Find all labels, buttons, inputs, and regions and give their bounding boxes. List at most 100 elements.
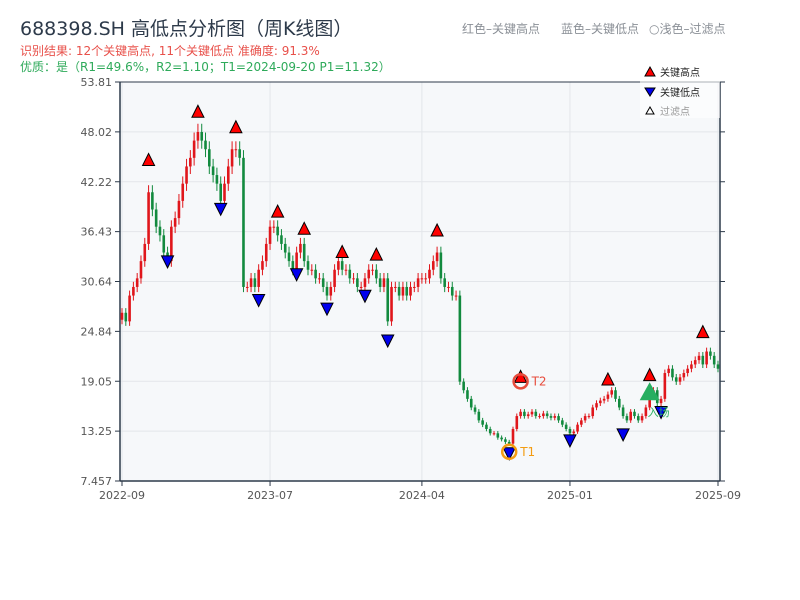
- candle-body: [576, 424, 579, 432]
- candle-body: [295, 252, 298, 270]
- candle-body: [447, 286, 450, 288]
- candle-body: [595, 403, 598, 408]
- legend-red-high: 红色–关键高点: [462, 22, 541, 36]
- candle-body: [185, 166, 188, 184]
- candle-body: [143, 243, 147, 262]
- candle-body: [386, 278, 390, 322]
- candle-body: [310, 269, 314, 271]
- candle-body: [245, 286, 249, 288]
- key-low-marker: [358, 289, 372, 304]
- candle-body: [602, 398, 606, 401]
- x-tick-label: 2025-09: [695, 489, 741, 502]
- candle-body: [409, 286, 412, 296]
- candle-body: [234, 149, 238, 151]
- candle-body: [128, 295, 131, 322]
- candle-body: [443, 278, 446, 287]
- t2-label: T2: [531, 374, 547, 388]
- key-low-marker: [563, 434, 577, 448]
- candle-body: [318, 278, 321, 280]
- quality-summary: 优质：是（R1=49.6%，R2=1.10；T1=2024-09-20 P1=1…: [20, 60, 391, 74]
- y-tick-label: 42.22: [81, 176, 113, 189]
- candle-body: [139, 261, 143, 279]
- candle-body: [659, 398, 663, 404]
- candle-body: [200, 132, 204, 141]
- candle-body: [564, 424, 568, 429]
- key-high-marker: [229, 119, 243, 134]
- candle-body: [485, 424, 488, 429]
- candle-body: [223, 183, 226, 201]
- candle-body: [204, 140, 207, 150]
- candle-body: [333, 269, 336, 287]
- chart-title: 688398.SH 高低点分析图（周K线图）: [20, 18, 353, 40]
- candle-body: [299, 243, 302, 253]
- key-high-marker: [335, 244, 349, 259]
- candle-body: [621, 407, 625, 417]
- candle-body: [424, 278, 427, 280]
- candle-body: [488, 428, 492, 434]
- candle-body: [557, 416, 560, 421]
- x-tick-label: 2023-07: [247, 489, 293, 502]
- t1-label: T1: [519, 445, 535, 459]
- y-tick-label: 13.25: [81, 425, 113, 438]
- candle-body: [431, 261, 435, 270]
- candle-body: [413, 286, 416, 288]
- candle-body: [580, 420, 583, 425]
- candle-body: [644, 407, 648, 417]
- candle-body: [511, 428, 515, 444]
- candle-body: [435, 252, 439, 262]
- candle-body: [678, 377, 682, 382]
- candle-body: [587, 416, 591, 418]
- candle-body: [496, 433, 500, 438]
- candle-body: [177, 200, 181, 219]
- candle-body: [272, 226, 276, 228]
- candle-body: [242, 157, 245, 287]
- candle-body: [151, 192, 154, 210]
- candle-body: [671, 368, 674, 378]
- candle-body: [686, 368, 689, 374]
- candle-body: [196, 132, 200, 141]
- legend-low-icon: [644, 87, 656, 97]
- candle-body: [701, 355, 705, 365]
- candle-body: [697, 355, 701, 361]
- candle-body: [568, 428, 572, 434]
- y-tick-label: 48.02: [81, 126, 113, 139]
- candle-body: [519, 411, 522, 417]
- candle-body: [712, 355, 716, 365]
- candle-body: [507, 441, 511, 444]
- key-high-marker: [270, 203, 285, 218]
- candle-body: [473, 407, 477, 412]
- candle-body: [705, 351, 708, 365]
- candle-body: [132, 286, 135, 296]
- candle-body: [648, 394, 651, 408]
- candle-body: [561, 420, 564, 425]
- candle-body: [261, 261, 264, 270]
- candle-body: [215, 175, 219, 184]
- key-low-marker: [320, 302, 334, 317]
- candle-body: [640, 416, 644, 421]
- candle-body: [591, 407, 595, 417]
- candle-body: [716, 364, 720, 369]
- candle-body: [257, 269, 260, 287]
- candle-body: [515, 416, 519, 429]
- y-tick-label: 7.457: [81, 475, 113, 488]
- candle-body: [211, 166, 215, 176]
- candle-body: [416, 278, 420, 287]
- candle-body: [617, 398, 621, 408]
- legend-filtered-icon: [645, 105, 655, 115]
- candle-body: [625, 416, 629, 421]
- key-low-marker: [380, 334, 395, 349]
- candle-body: [462, 381, 465, 391]
- candle-body: [477, 411, 481, 421]
- candle-body: [526, 414, 530, 417]
- candle-body: [690, 364, 693, 369]
- legend-high-label: 关键高点: [660, 66, 700, 79]
- legend-high-icon: [644, 65, 656, 77]
- candle-body: [481, 420, 484, 425]
- candle-body: [394, 286, 397, 288]
- y-tick-label: 36.43: [81, 226, 113, 239]
- candle-body: [147, 192, 150, 244]
- legend-blue-low: 蓝色–关键低点: [561, 22, 640, 36]
- key-low-marker: [251, 294, 266, 308]
- candle-body: [530, 411, 534, 415]
